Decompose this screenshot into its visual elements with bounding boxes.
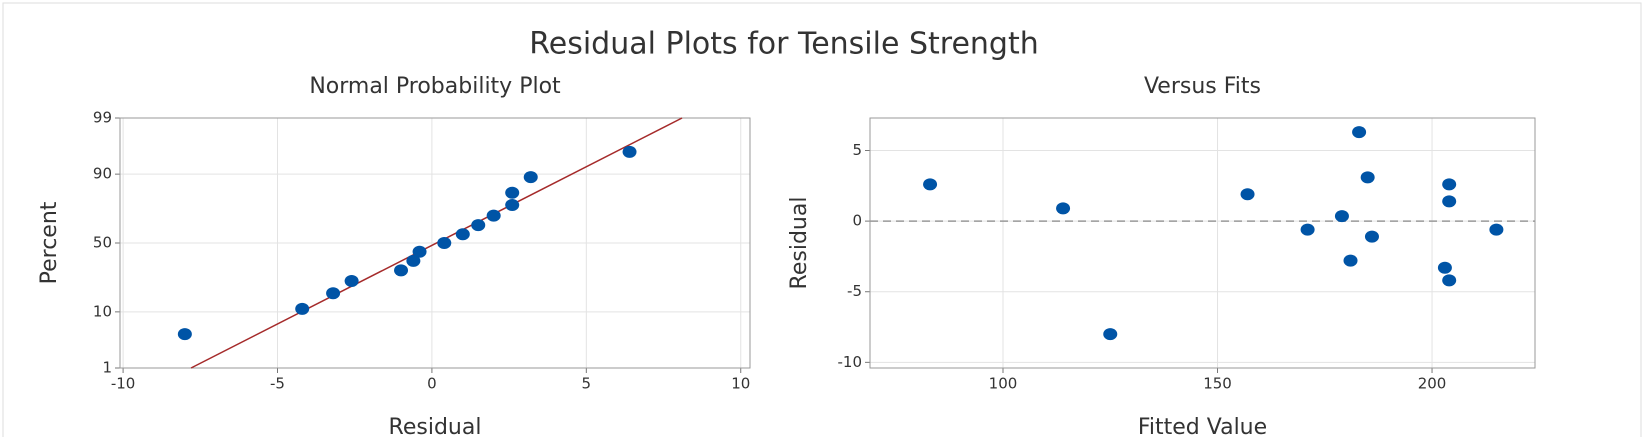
y-tick-label: -10 [838, 353, 863, 371]
point [1240, 188, 1255, 201]
point [923, 178, 938, 191]
point [1364, 230, 1379, 243]
point [1352, 126, 1367, 139]
point [177, 328, 192, 341]
point [622, 145, 637, 158]
y-tick-label: 99 [93, 109, 112, 127]
subtitle: Versus Fits [1144, 74, 1261, 99]
x-axis-label: Residual [389, 415, 482, 437]
y-tick-label: 50 [93, 234, 112, 252]
point [505, 199, 520, 212]
x-tick-label: 150 [1203, 375, 1232, 393]
point [344, 274, 359, 287]
x-tick-label: -5 [270, 375, 285, 393]
x-tick-label: 10 [731, 375, 750, 393]
point [1056, 202, 1071, 215]
x-tick-label: 200 [1418, 375, 1447, 393]
point [1437, 261, 1452, 274]
point [471, 219, 486, 232]
plot-frame [869, 117, 1536, 369]
x-tick-label: -10 [111, 375, 136, 393]
x-tick-label: 100 [989, 375, 1018, 393]
point [326, 287, 341, 300]
x-tick-label: 0 [427, 375, 437, 393]
y-tick-label: 5 [852, 141, 862, 159]
y-tick-label: 1 [102, 359, 112, 377]
x-tick-label: 5 [582, 375, 592, 393]
subtitle: Normal Probability Plot [309, 74, 561, 99]
y-tick-label: 90 [93, 165, 112, 183]
main-title: Residual Plots for Tensile Strength [529, 27, 1039, 62]
y-axis-label: Residual [787, 197, 812, 290]
point [1360, 171, 1375, 184]
plot-frame [119, 117, 751, 369]
point [412, 245, 427, 258]
point [1300, 223, 1315, 236]
point [437, 237, 452, 249]
point [1103, 328, 1118, 341]
point [1489, 223, 1504, 236]
point [523, 171, 538, 184]
point [486, 209, 501, 222]
y-axis-label: Percent [37, 201, 62, 284]
point [1442, 195, 1457, 208]
y-tick-label: 0 [852, 212, 862, 230]
point [1334, 210, 1349, 223]
point [505, 186, 520, 199]
point [1442, 274, 1457, 287]
point [1343, 254, 1358, 267]
point [1442, 178, 1457, 191]
point [394, 264, 409, 277]
point [295, 302, 310, 315]
point [455, 228, 470, 241]
fit-line [190, 117, 683, 369]
x-axis-label: Fitted Value [1138, 415, 1267, 437]
y-tick-label: 10 [93, 302, 112, 320]
point [406, 254, 421, 267]
y-tick-label: -5 [847, 282, 862, 300]
